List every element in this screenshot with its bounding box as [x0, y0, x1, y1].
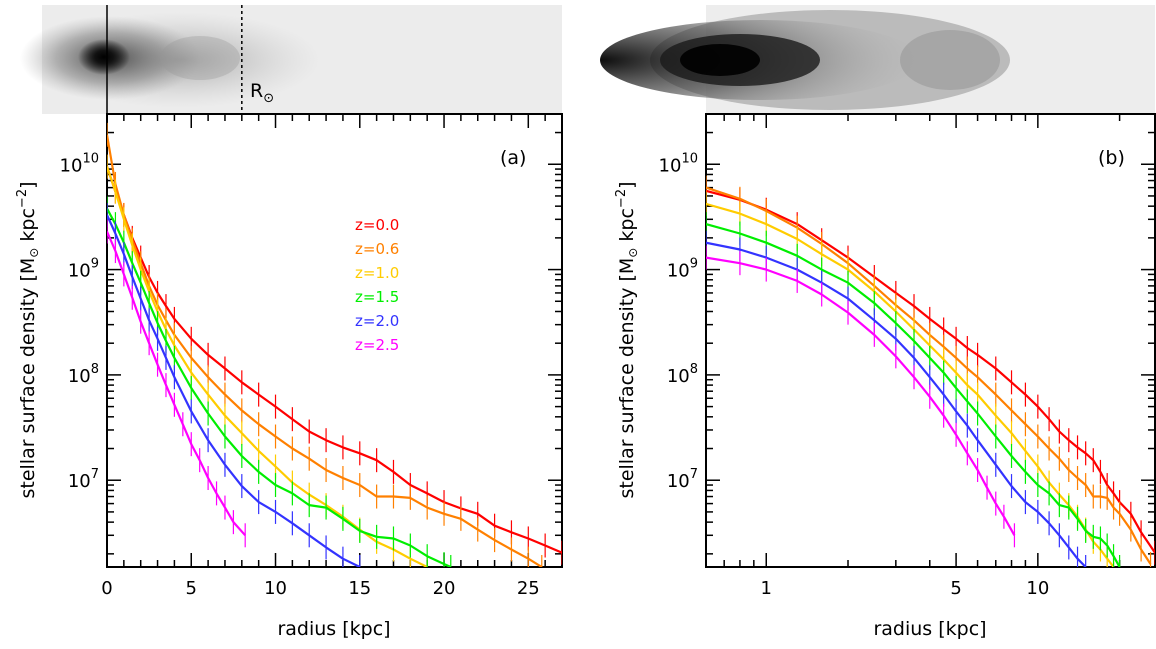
x-axis-label-a: radius [kpc]: [277, 618, 390, 640]
y-tick-label: 108: [68, 362, 99, 387]
y-axis-label-a: stellar surface density [M⊙ kpc−2]: [15, 181, 41, 498]
solar-radius-label: R⊙: [250, 80, 274, 106]
series-line-b-z25: [706, 256, 1016, 536]
plot-frame-a: [106, 113, 563, 568]
legend-entry: z=0.0: [355, 216, 399, 234]
y-tick-label: 107: [667, 467, 698, 492]
series-line-a-z00: [107, 166, 562, 554]
legend-entry: z=0.6: [355, 240, 399, 258]
axis-ticks-b: 107 108 109 1010 1 5 10: [659, 113, 1155, 599]
plot-frame-b: [705, 113, 1156, 568]
series-line-a-z06: [107, 134, 543, 567]
panel-label-b: (b): [1098, 147, 1125, 169]
x-tick-label: 10: [264, 578, 287, 599]
legend-entry: z=2.5: [355, 336, 399, 354]
panel-label-a: (a): [500, 147, 526, 169]
galaxy-image-a: R⊙: [20, 5, 562, 114]
x-tick-label: 0: [101, 578, 112, 599]
series-group-b: [706, 175, 1155, 567]
y-tick-label: 1010: [60, 151, 99, 176]
axis-ticks-a: 107 108 109 1010 0 5 10 15 20 25: [60, 113, 563, 599]
x-axis-label-b: radius [kpc]: [873, 618, 986, 640]
legend: z=0.0 z=0.6 z=1.0 z=1.5 z=2.0 z=2.5: [355, 216, 399, 354]
series-line-a-z15: [107, 207, 452, 567]
legend-entry: z=2.0: [355, 312, 399, 330]
x-tick-label: 10: [1026, 578, 1049, 599]
series-group-a: [107, 122, 562, 567]
legend-entry: z=1.0: [355, 264, 399, 282]
x-tick-label: 1: [761, 578, 772, 599]
series-line-a-z20: [107, 214, 361, 567]
legend-entry: z=1.5: [355, 288, 399, 306]
y-tick-label: 109: [68, 257, 99, 282]
y-tick-label: 108: [667, 362, 698, 387]
y-tick-label: 109: [667, 257, 698, 282]
x-tick-label: 25: [517, 578, 540, 599]
x-tick-label: 5: [186, 578, 197, 599]
x-tick-label: 5: [950, 578, 961, 599]
x-tick-label: 15: [348, 578, 371, 599]
y-axis-label-b: stellar surface density [M⊙ kpc−2]: [614, 181, 640, 498]
series-line-b-z15: [706, 223, 1121, 567]
galaxy-image-b: [600, 5, 1155, 114]
y-tick-label: 107: [68, 467, 99, 492]
x-tick-label: 20: [433, 578, 456, 599]
y-tick-label: 1010: [659, 151, 698, 176]
